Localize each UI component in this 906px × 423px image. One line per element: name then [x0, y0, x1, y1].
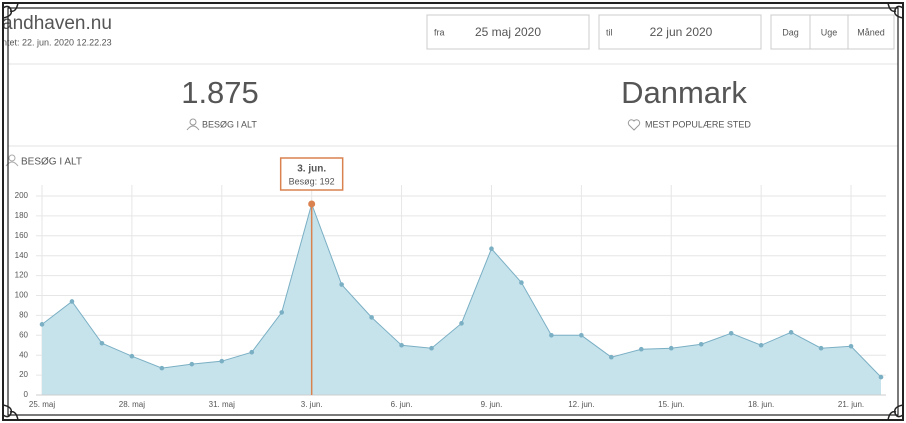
to-date: 22 jun 2020: [650, 25, 713, 39]
stat-value: 1.875: [181, 75, 259, 110]
point: [519, 280, 524, 285]
x-tick-label: 15. jun.: [658, 400, 684, 409]
period-button[interactable]: [809, 14, 849, 50]
hover-point: [308, 200, 316, 208]
chart-title: BESØG I ALT: [21, 157, 82, 168]
x-tick-label: 18. jun.: [748, 400, 774, 409]
corner: [2, 2, 19, 19]
corner: [887, 2, 904, 19]
point: [129, 353, 135, 359]
x-tick-label: 9. jun.: [481, 400, 503, 409]
stat-value: Danmark: [621, 75, 747, 110]
point: [69, 299, 75, 304]
from-date: 25 maj 2020: [475, 25, 541, 39]
area: [42, 203, 881, 395]
frame-inner: [7, 7, 899, 416]
y-tick-label: 180: [15, 211, 29, 220]
point: [459, 321, 464, 326]
period-button-label: Uge: [821, 27, 838, 37]
stat-label: BESØG I ALT: [202, 119, 257, 129]
point: [549, 333, 554, 338]
point: [249, 349, 255, 355]
y-tick-label: 0: [24, 390, 29, 399]
point: [369, 315, 374, 320]
point: [758, 342, 764, 348]
y-tick-label: 100: [15, 291, 29, 300]
period-button[interactable]: [847, 14, 895, 50]
updated: ntet: 22. jun. 2020 12.22.23: [2, 37, 112, 47]
x-tick-label: 12. jun.: [568, 400, 594, 409]
stat-label: MEST POPULÆRE STED: [645, 119, 751, 129]
user-icon: [186, 125, 200, 131]
user-icon: [189, 118, 197, 126]
point: [429, 345, 434, 351]
point: [668, 345, 674, 351]
period-button-label: Måned: [857, 27, 885, 37]
x-tick-label: 21. jun.: [838, 400, 864, 409]
tooltip-title: 3. jun.: [297, 164, 326, 175]
y-tick-label: 20: [19, 370, 28, 379]
corner: [2, 404, 19, 421]
tooltip-text: Besøg: 192: [289, 176, 335, 186]
point: [39, 322, 45, 327]
corner: [887, 404, 904, 421]
chart: 0 20 40 60 80 100 120 140 160 180 200 25. maj 28. ma…: [15, 157, 886, 409]
point: [579, 333, 584, 338]
point: [848, 343, 854, 349]
y-tick-label: 40: [19, 350, 28, 359]
user-icon: [8, 154, 16, 162]
x-tick-label: 28. maj: [119, 400, 145, 409]
x-tick-label: 25. maj: [29, 400, 55, 409]
point: [728, 331, 734, 336]
point: [818, 345, 824, 351]
y-tick-label: 140: [15, 251, 29, 260]
y-tick-label: 60: [19, 330, 28, 339]
tooltip-box: [279, 157, 344, 191]
point: [189, 361, 195, 367]
point: [788, 330, 794, 335]
point: [399, 342, 404, 348]
point: [489, 246, 494, 252]
y-tick-label: 160: [15, 231, 29, 240]
point: [219, 358, 225, 364]
point: [159, 365, 165, 371]
period-buttons: Dag Uge Måned: [770, 14, 895, 50]
period-button-label: Dag: [782, 27, 799, 37]
period-button[interactable]: [770, 14, 811, 50]
point: [339, 282, 344, 287]
point: [99, 340, 105, 346]
y-tick-label: 200: [15, 191, 29, 200]
to-input[interactable]: [598, 14, 762, 50]
heart-icon: [627, 119, 641, 131]
point: [698, 341, 704, 347]
from-label: fra: [434, 27, 445, 37]
y-tick-label: 80: [19, 311, 28, 320]
point: [279, 310, 285, 315]
site-name: andhaven.nu: [2, 13, 112, 34]
point: [638, 346, 644, 352]
x-tick-label: 31. maj: [209, 400, 235, 409]
from-input[interactable]: [426, 14, 590, 50]
user-icon: [5, 161, 19, 167]
point: [878, 374, 884, 380]
to-label: til: [606, 27, 613, 37]
x-tick-label: 3. jun.: [301, 400, 323, 409]
x-tick-label: 6. jun.: [391, 400, 413, 409]
y-tick-label: 120: [15, 271, 29, 280]
point: [609, 354, 614, 360]
